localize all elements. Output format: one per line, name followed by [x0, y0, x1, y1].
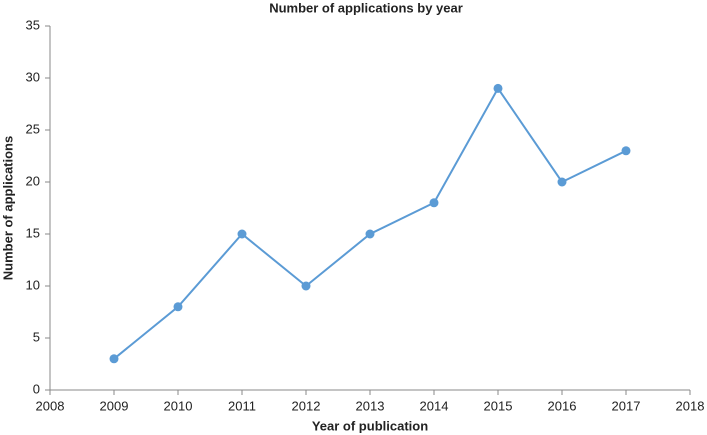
x-tick-label: 2016 — [548, 398, 577, 413]
x-axis-label: Year of publication — [312, 418, 428, 433]
y-axis-label: Number of applications — [0, 136, 15, 280]
data-point — [557, 177, 567, 187]
x-tick-label: 2018 — [676, 398, 705, 413]
data-point — [173, 302, 183, 312]
data-point — [621, 146, 631, 156]
x-tick-label: 2015 — [484, 398, 513, 413]
x-tick-label: 2011 — [228, 398, 256, 413]
y-tick-label: 20 — [26, 173, 40, 188]
x-tick-label: 2017 — [612, 398, 641, 413]
data-point — [365, 229, 375, 239]
data-point — [429, 198, 439, 208]
y-tick-label: 10 — [26, 277, 40, 292]
y-tick-label: 25 — [26, 121, 40, 136]
x-tick-label: 2010 — [164, 398, 193, 413]
x-tick-label: 2009 — [100, 398, 129, 413]
y-tick-label: 30 — [26, 69, 40, 84]
y-tick-label: 0 — [33, 381, 40, 396]
y-tick-label: 15 — [26, 225, 40, 240]
data-point — [109, 354, 119, 364]
data-point — [301, 281, 311, 291]
chart-title: Number of applications by year — [269, 0, 463, 15]
data-point — [237, 229, 247, 239]
series-line — [113, 86, 627, 360]
x-tick-label: 2013 — [356, 398, 385, 413]
x-tick-label: 2012 — [292, 398, 321, 413]
x-tick-label: 2008 — [36, 398, 65, 413]
data-point — [493, 83, 503, 93]
y-tick-label: 5 — [33, 329, 40, 344]
x-tick-label: 2014 — [420, 398, 449, 413]
y-tick-label: 35 — [26, 17, 40, 32]
